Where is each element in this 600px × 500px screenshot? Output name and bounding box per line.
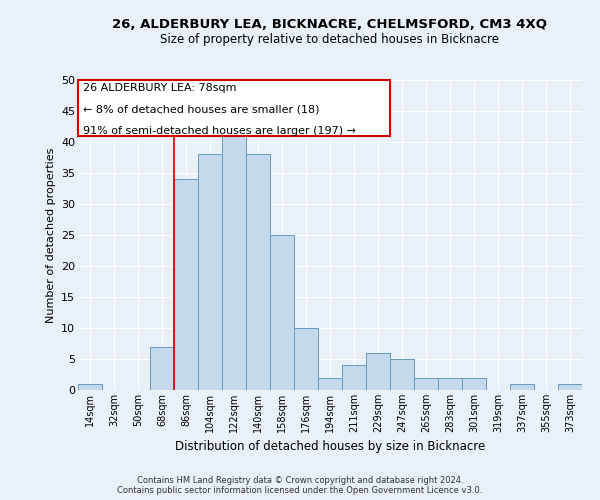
- Bar: [246, 154, 270, 390]
- Bar: [150, 346, 174, 390]
- Bar: [294, 328, 318, 390]
- Bar: [558, 384, 582, 390]
- Text: Contains HM Land Registry data © Crown copyright and database right 2024.
Contai: Contains HM Land Registry data © Crown c…: [118, 476, 482, 495]
- Bar: [438, 378, 462, 390]
- Bar: [174, 179, 198, 390]
- Bar: [78, 384, 102, 390]
- Bar: [462, 378, 486, 390]
- Bar: [510, 384, 534, 390]
- Bar: [366, 353, 390, 390]
- Bar: [342, 365, 366, 390]
- Bar: [414, 378, 438, 390]
- Text: 26, ALDERBURY LEA, BICKNACRE, CHELMSFORD, CM3 4XQ: 26, ALDERBURY LEA, BICKNACRE, CHELMSFORD…: [113, 18, 548, 30]
- Bar: [198, 154, 222, 390]
- Text: 26 ALDERBURY LEA: 78sqm: 26 ALDERBURY LEA: 78sqm: [83, 83, 236, 93]
- Bar: [222, 136, 246, 390]
- Text: 91% of semi-detached houses are larger (197) →: 91% of semi-detached houses are larger (…: [83, 126, 356, 136]
- Text: Size of property relative to detached houses in Bicknacre: Size of property relative to detached ho…: [161, 32, 499, 46]
- X-axis label: Distribution of detached houses by size in Bicknacre: Distribution of detached houses by size …: [175, 440, 485, 454]
- FancyBboxPatch shape: [78, 80, 391, 136]
- Bar: [270, 235, 294, 390]
- Text: ← 8% of detached houses are smaller (18): ← 8% of detached houses are smaller (18): [83, 105, 320, 115]
- Y-axis label: Number of detached properties: Number of detached properties: [46, 148, 56, 322]
- Bar: [318, 378, 342, 390]
- Bar: [390, 359, 414, 390]
